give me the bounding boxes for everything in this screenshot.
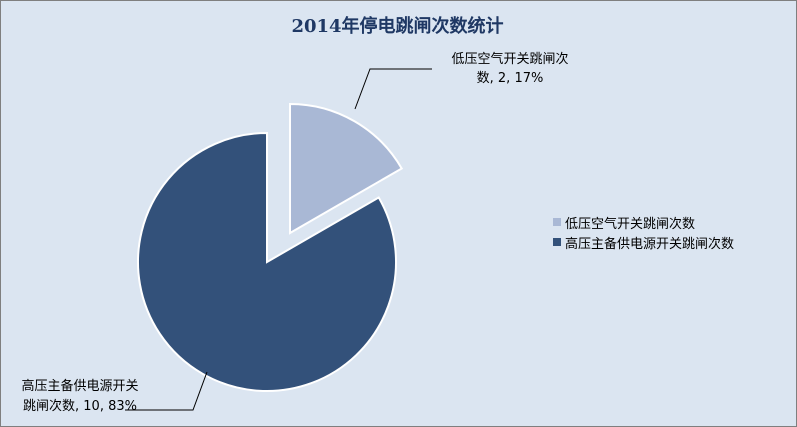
legend-item-high-voltage: 高压主备供电源开关跳闸次数	[553, 232, 734, 252]
legend-item-low-voltage: 低压空气开关跳闸次数	[553, 212, 734, 232]
legend-label-high-voltage: 高压主备供电源开关跳闸次数	[565, 236, 735, 252]
legend: 低压空气开关跳闸次数 高压主备供电源开关跳闸次数	[553, 212, 734, 252]
pie-slice-high-voltage	[137, 131, 397, 392]
legend-swatch-low-voltage	[553, 218, 561, 226]
legend-label-low-voltage: 低压空气开关跳闸次数	[565, 216, 696, 232]
data-label-low-voltage-line-1: 低压空气开关跳闸次	[451, 51, 568, 67]
leader-line-low-voltage	[354, 68, 432, 110]
chart-title: 2014年停电跳闸次数统计	[291, 16, 504, 37]
leader-line-high-voltage	[125, 371, 208, 411]
data-label-high-voltage-line-1: 高压主备供电源开关	[21, 378, 138, 394]
data-label-high-voltage-line-2: 跳闸次数, 10, 83%	[23, 398, 137, 414]
data-label-low-voltage-line-2: 数, 2, 17%	[477, 71, 544, 86]
pie-slice-low-voltage	[289, 102, 404, 235]
legend-swatch-high-voltage	[553, 238, 561, 246]
